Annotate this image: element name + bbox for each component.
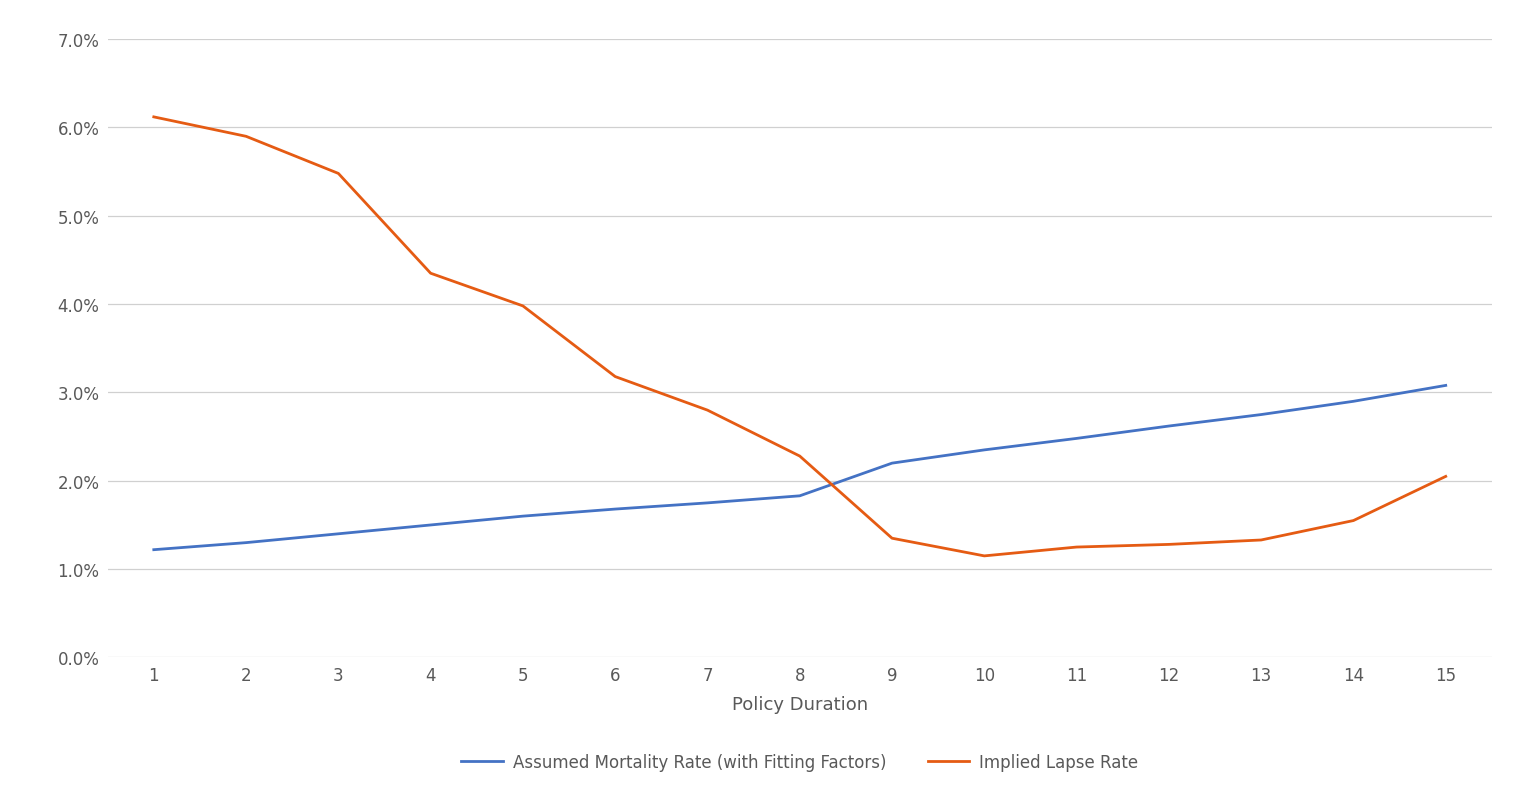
Implied Lapse Rate <box>514 302 532 311</box>
Implied Lapse Rate <box>145 113 163 123</box>
Implied Lapse Rate <box>1252 536 1270 545</box>
Assumed Mortality Rate (with Fitting Factors) <box>421 520 440 530</box>
Assumed Mortality Rate (with Fitting Factors) <box>1344 397 1363 407</box>
Implied Lapse Rate <box>606 372 624 382</box>
Assumed Mortality Rate (with Fitting Factors) <box>883 459 901 468</box>
Implied Lapse Rate <box>237 132 255 142</box>
Implied Lapse Rate <box>975 552 994 561</box>
Assumed Mortality Rate (with Fitting Factors) <box>606 504 624 514</box>
Assumed Mortality Rate (with Fitting Factors) <box>514 512 532 521</box>
Assumed Mortality Rate (with Fitting Factors) <box>1436 381 1455 391</box>
Implied Lapse Rate <box>1436 472 1455 481</box>
Assumed Mortality Rate (with Fitting Factors) <box>975 446 994 456</box>
Assumed Mortality Rate (with Fitting Factors) <box>1160 422 1178 431</box>
X-axis label: Policy Duration: Policy Duration <box>732 695 867 713</box>
Line: Assumed Mortality Rate (with Fitting Factors): Assumed Mortality Rate (with Fitting Fac… <box>154 386 1446 550</box>
Implied Lapse Rate <box>1160 540 1178 549</box>
Implied Lapse Rate <box>329 169 348 179</box>
Assumed Mortality Rate (with Fitting Factors) <box>329 529 348 539</box>
Assumed Mortality Rate (with Fitting Factors) <box>145 545 163 555</box>
Assumed Mortality Rate (with Fitting Factors) <box>698 498 717 508</box>
Implied Lapse Rate <box>883 534 901 544</box>
Line: Implied Lapse Rate: Implied Lapse Rate <box>154 118 1446 557</box>
Assumed Mortality Rate (with Fitting Factors) <box>237 538 255 548</box>
Assumed Mortality Rate (with Fitting Factors) <box>1067 434 1086 444</box>
Assumed Mortality Rate (with Fitting Factors) <box>791 492 809 501</box>
Implied Lapse Rate <box>698 406 717 415</box>
Implied Lapse Rate <box>421 269 440 279</box>
Assumed Mortality Rate (with Fitting Factors) <box>1252 411 1270 420</box>
Legend: Assumed Mortality Rate (with Fitting Factors), Implied Lapse Rate: Assumed Mortality Rate (with Fitting Fac… <box>454 746 1146 777</box>
Implied Lapse Rate <box>791 452 809 461</box>
Implied Lapse Rate <box>1344 516 1363 526</box>
Implied Lapse Rate <box>1067 543 1086 553</box>
